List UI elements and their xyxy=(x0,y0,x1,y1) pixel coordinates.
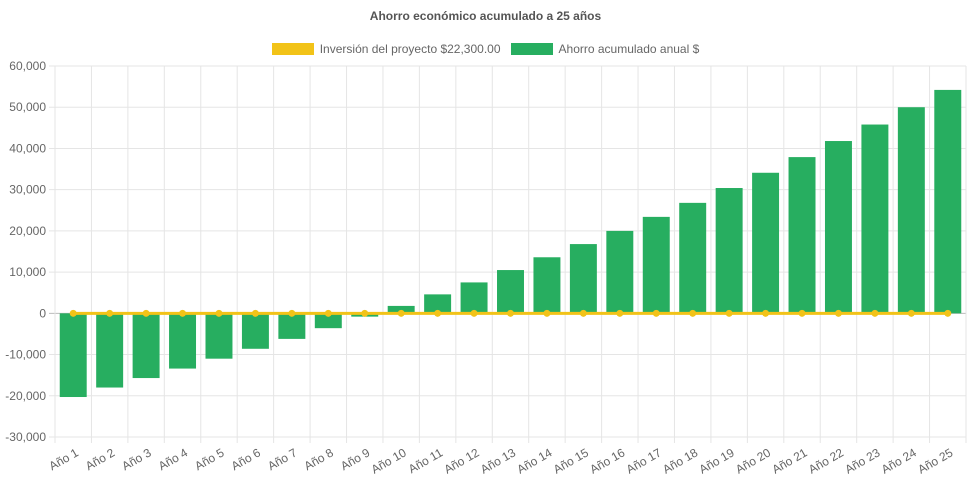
x-tick-label: Año 8 xyxy=(302,445,336,473)
x-tick-label: Año 24 xyxy=(879,445,919,476)
bar[interactable] xyxy=(679,202,707,314)
investment-point[interactable] xyxy=(652,309,660,317)
investment-point[interactable] xyxy=(215,309,223,317)
bar[interactable] xyxy=(642,216,670,314)
bar[interactable] xyxy=(278,313,306,339)
bar[interactable] xyxy=(569,244,597,314)
investment-point[interactable] xyxy=(69,309,77,317)
x-tick-label: Año 22 xyxy=(806,445,846,476)
investment-point[interactable] xyxy=(434,309,442,317)
investment-point[interactable] xyxy=(470,309,478,317)
legend-item-investment[interactable]: Inversión del proyecto $22,300.00 xyxy=(271,42,501,56)
x-tick-label: Año 25 xyxy=(915,445,955,476)
bar[interactable] xyxy=(169,313,197,369)
investment-point[interactable] xyxy=(361,309,369,317)
bar[interactable] xyxy=(314,313,342,329)
x-tick-label: Año 16 xyxy=(587,445,627,476)
investment-point[interactable] xyxy=(288,309,296,317)
investment-point[interactable] xyxy=(616,309,624,317)
bar[interactable] xyxy=(752,172,780,314)
investment-point[interactable] xyxy=(907,309,915,317)
bar[interactable] xyxy=(861,124,889,314)
bar[interactable] xyxy=(897,107,925,314)
x-tick-label: Año 20 xyxy=(733,445,773,476)
bar[interactable] xyxy=(460,282,488,314)
y-tick-label: -30,000 xyxy=(5,430,46,444)
bar[interactable] xyxy=(497,270,524,314)
investment-point[interactable] xyxy=(507,309,514,317)
x-tick-label: Año 7 xyxy=(265,445,299,473)
x-tick-label: Año 13 xyxy=(478,445,518,476)
bar[interactable] xyxy=(606,230,634,314)
investment-point[interactable] xyxy=(871,309,879,317)
bar[interactable] xyxy=(387,305,415,314)
x-tick-label: Año 12 xyxy=(442,445,482,476)
investment-point[interactable] xyxy=(543,309,551,317)
investment-point[interactable] xyxy=(579,309,587,317)
bar[interactable] xyxy=(934,89,962,314)
x-tick-label: Año 3 xyxy=(119,445,153,473)
y-tick-label: 40,000 xyxy=(9,141,46,155)
legend-swatch-investment xyxy=(271,43,314,55)
bar[interactable] xyxy=(241,313,269,349)
x-tick-label: Año 11 xyxy=(406,445,445,476)
bar[interactable] xyxy=(788,157,816,314)
investment-point[interactable] xyxy=(689,309,697,317)
investment-point[interactable] xyxy=(142,309,150,317)
x-tick-label: Año 1 xyxy=(47,445,81,473)
investment-point[interactable] xyxy=(798,309,806,317)
investment-point[interactable] xyxy=(725,309,733,317)
x-tick-label: Año 4 xyxy=(156,445,190,473)
x-tick-label: Año 17 xyxy=(624,445,664,476)
y-tick-label: 30,000 xyxy=(9,183,46,197)
bar[interactable] xyxy=(533,257,561,314)
legend-label-investment: Inversión del proyecto $22,300.00 xyxy=(319,42,501,56)
x-tick-label: Año 18 xyxy=(660,445,700,476)
bar[interactable] xyxy=(132,313,160,379)
y-tick-label: 60,000 xyxy=(9,59,46,73)
investment-point[interactable] xyxy=(834,309,842,317)
investment-point[interactable] xyxy=(324,309,332,317)
bar[interactable] xyxy=(715,188,743,314)
y-tick-label: -10,000 xyxy=(5,348,46,362)
investment-point[interactable] xyxy=(397,309,405,317)
investment-point[interactable] xyxy=(251,309,259,317)
investment-point[interactable] xyxy=(179,309,187,317)
investment-point[interactable] xyxy=(762,309,770,317)
legend-item-savings[interactable]: Ahorro acumulado anual $ xyxy=(510,42,700,56)
y-tick-label: 10,000 xyxy=(9,265,46,279)
legend: Inversión del proyecto $22,300.00 Ahorro… xyxy=(0,42,971,56)
investment-point[interactable] xyxy=(944,309,952,317)
x-tick-label: Año 23 xyxy=(842,445,882,476)
legend-swatch-savings xyxy=(510,43,553,55)
x-tick-label: Año 2 xyxy=(83,445,117,473)
y-tick-label: 20,000 xyxy=(9,224,46,238)
x-tick-label: Año 10 xyxy=(369,445,409,476)
bar[interactable] xyxy=(96,313,124,388)
chart-title: Ahorro económico acumulado a 25 años xyxy=(369,9,602,23)
y-tick-label: 0 xyxy=(39,306,46,320)
x-tick-label: Año 6 xyxy=(229,445,263,473)
x-tick-label: Año 5 xyxy=(192,445,226,473)
x-tick-label: Año 15 xyxy=(551,445,591,476)
x-tick-label: Año 19 xyxy=(697,445,737,476)
bar[interactable] xyxy=(205,313,233,359)
investment-point[interactable] xyxy=(106,309,114,317)
x-tick-label: Año 21 xyxy=(770,445,810,476)
legend-label-savings: Ahorro acumulado anual $ xyxy=(558,42,700,56)
y-tick-label: 50,000 xyxy=(9,100,46,114)
x-tick-label: Año 9 xyxy=(338,445,372,473)
bar[interactable] xyxy=(59,313,87,398)
bar[interactable] xyxy=(824,141,852,314)
bar[interactable] xyxy=(424,294,452,314)
y-tick-label: -20,000 xyxy=(5,389,46,403)
x-tick-label: Año 14 xyxy=(514,445,554,476)
